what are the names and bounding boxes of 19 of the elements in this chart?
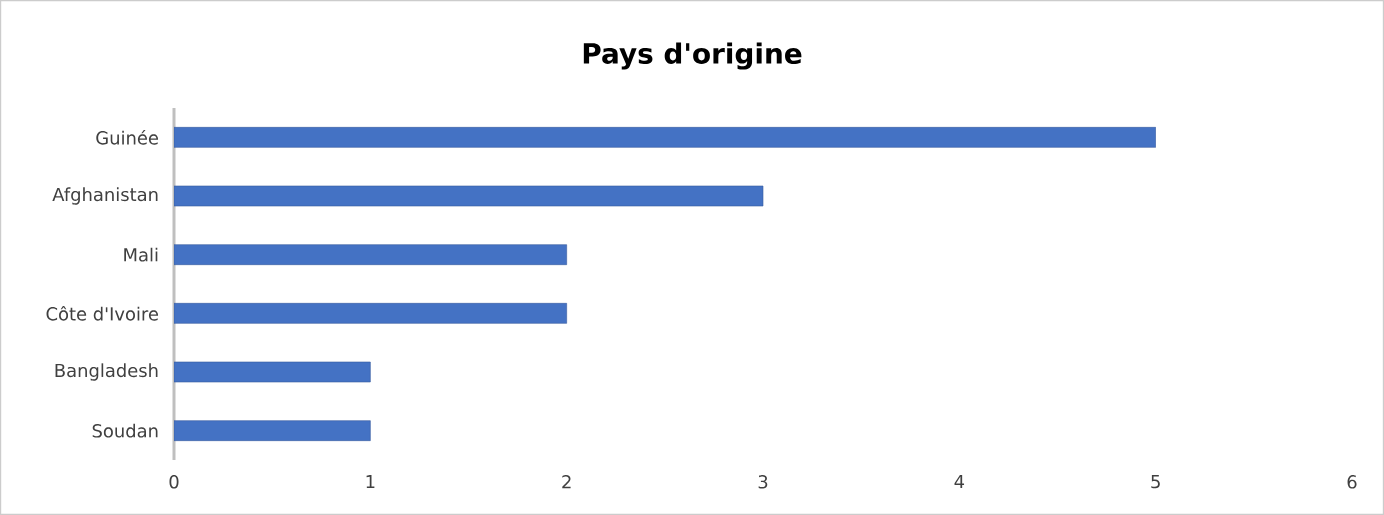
chart-title: Pays d'origine: [583, 42, 802, 70]
x-tick-label: 5: [1151, 475, 1160, 489]
y-tick-label: Guinée: [96, 130, 159, 145]
y-tick-label: Afghanistan: [52, 187, 158, 205]
y-tick-label: Mali: [124, 247, 158, 262]
bar: [174, 303, 567, 324]
x-tick-label: 2: [562, 475, 571, 489]
bar: [174, 185, 764, 207]
bar: [174, 244, 567, 265]
x-tick-label: 4: [954, 475, 965, 489]
y-tick-label: Soudan: [92, 423, 158, 438]
x-tick-label: 3: [758, 475, 768, 489]
x-tick-label: 1: [366, 475, 375, 489]
bar: [174, 420, 371, 441]
x-tick-label: 0: [169, 475, 179, 489]
y-tick-label: Côte d'Ivoire: [46, 306, 159, 321]
bar: [174, 127, 1156, 148]
x-tick-label: 6: [1347, 475, 1357, 489]
y-tick-label: Bangladesh: [55, 363, 158, 381]
